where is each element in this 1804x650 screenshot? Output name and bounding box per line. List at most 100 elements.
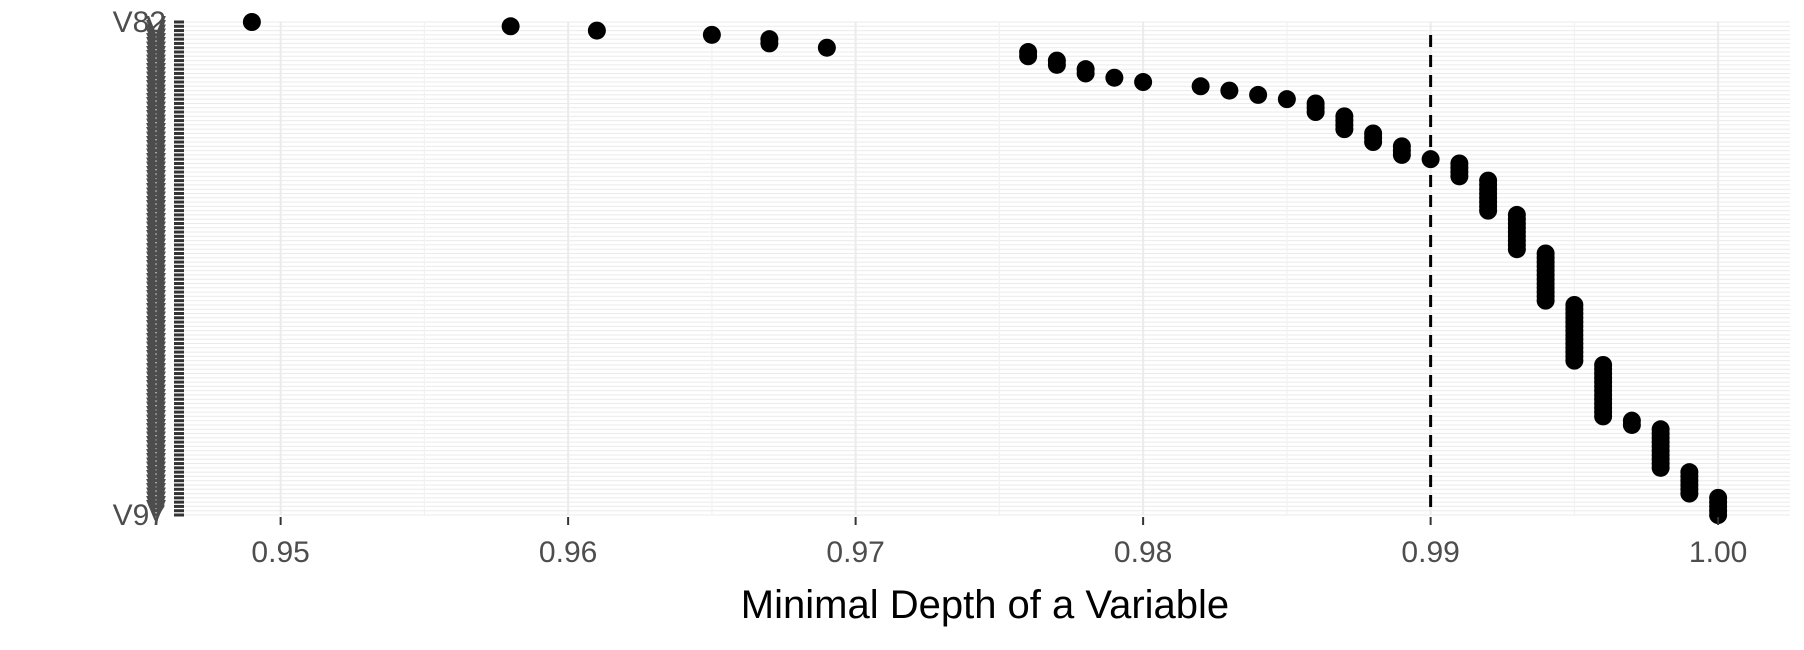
data-point [1651,458,1670,477]
y-tick-label: V [146,336,166,369]
data-point [1450,167,1469,186]
y-tick-label: V [146,225,166,258]
y-tick-label: V [146,147,166,180]
y-tick-label: V [146,15,166,48]
x-tick-label: 0.96 [539,536,597,569]
y-tick-label: V [146,280,166,313]
data-point [1594,407,1613,426]
y-tick-label: V [146,250,166,283]
y-tick-label: V [146,482,166,515]
y-tick-label: V [146,332,166,365]
y-tick-label: V [146,190,166,223]
y-tick-label: V [146,478,166,511]
y-tick-label: V [146,233,166,266]
y-tick-label: V [146,49,166,82]
data-point [1479,201,1498,220]
x-tick-label: 0.95 [251,536,309,569]
y-tick-label: V [146,435,166,468]
y-tick-label: V [146,40,166,73]
y-tick-label: V [146,45,166,78]
y-tick-label: V [146,276,166,309]
y-tick-label: V [146,57,166,90]
y-tick-label: V [146,349,166,382]
y-tick-label: V [146,96,166,129]
y-tick-label: V [146,409,166,442]
y-tick-label: V [146,23,166,56]
y-tick-label: V [146,469,166,502]
y-tick-label: V [146,229,166,262]
data-point [1622,415,1641,434]
data-point [242,13,261,31]
y-tick-label: V [146,109,166,142]
y-tick-label: V [146,135,166,168]
y-tick-label: V [146,165,166,198]
y-tick-label: V97 [113,499,166,532]
data-point [760,34,779,53]
y-tick-label: V [146,237,166,270]
data-point [1306,103,1325,122]
y-tick-label: V [146,263,166,296]
data-point [702,25,721,44]
y-tick-label: V [146,70,166,103]
data-point [1191,77,1210,96]
y-tick-label: V82 [113,6,166,39]
y-tick-label: V [146,216,166,249]
y-tick-label: V [146,315,166,348]
y-tick-label: V [146,448,166,481]
y-tick-label: V [146,83,166,116]
y-tick-label: V [146,383,166,416]
data-point [1392,145,1411,164]
y-axis-labels: V82VVVVVVVVVVVVVVVVVVVVVVVVVVVVVVVVVVVVV… [113,6,166,532]
y-tick-label: V [146,195,166,228]
y-tick-label: V [146,105,166,138]
y-tick-label: V [146,430,166,463]
y-tick-label: V [146,169,166,202]
y-tick-label: V [146,456,166,489]
y-tick-label: V [146,413,166,446]
y-tick-label: V [146,465,166,498]
y-tick-label: V [146,490,166,523]
y-tick-label: V [146,366,166,399]
y-tick-label: V [146,113,166,146]
y-tick-label: V [146,199,166,232]
y-tick-label: V [146,405,166,438]
data-point [1249,85,1268,104]
y-tick-label: V [146,486,166,519]
x-tick-label: 1.00 [1689,536,1747,569]
y-tick-label: V [146,255,166,288]
x-axis-title: Minimal Depth of a Variable [741,583,1229,627]
y-tick-label: V [146,79,166,112]
y-tick-label: V [146,379,166,412]
data-point [587,21,606,40]
x-tick-label: 0.99 [1401,536,1459,569]
y-tick-label: V [146,396,166,429]
y-tick-label: V [146,186,166,219]
y-tick-label: V [146,323,166,356]
data-point [1565,351,1584,370]
y-tick-label: V [146,289,166,322]
data-point [1709,506,1728,524]
y-tick-label: V [146,452,166,485]
y-tick-label: V [146,418,166,451]
data-point [1421,150,1440,169]
y-tick-label: V [146,298,166,331]
y-tick-label: V [146,388,166,421]
y-tick-label: V [146,345,166,378]
y-tick-label: V [146,92,166,125]
data-point [817,38,836,57]
data-point [1364,133,1383,152]
y-tick-label: V [146,340,166,373]
y-tick-label: V [146,246,166,279]
data-point [1134,73,1153,92]
data-points [242,13,1728,524]
y-tick-label: V [146,268,166,301]
y-tick-label: V [146,117,166,150]
y-tick-label: V [146,426,166,459]
y-tick-label: V [146,400,166,433]
y-tick-label: V [146,156,166,189]
y-tick-label: V [146,473,166,506]
y-tick-label: V [146,370,166,403]
y-tick-label: V [146,302,166,335]
data-point [1536,291,1555,310]
